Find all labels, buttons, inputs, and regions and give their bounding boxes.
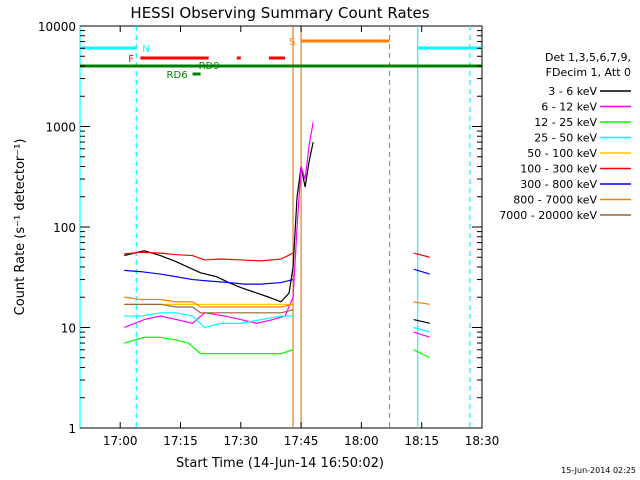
legend-label-2: 12 - 25 keV [534,116,597,129]
legend: Det 1,3,5,6,7,9, FDecim 1, Att 0 3 - 6 k… [499,51,631,222]
flare-label: F [128,54,134,65]
rd9-label: RD9 [199,61,220,72]
plot-frame [79,25,483,429]
x-tick-label-2: 17:30 [224,434,259,448]
series-line-6 [124,269,294,285]
x-tick-label-6: 18:30 [465,434,500,448]
x-tick-label-0: 17:00 [103,434,138,448]
status-bar-layer: N S F RD9 RD6 [80,37,482,81]
series-layer [123,122,431,359]
series-line-2 [124,336,294,355]
legend-label-0: 3 - 6 keV [548,85,597,98]
legend-label-7: 800 - 7000 keV [513,194,597,207]
legend-label-6: 300 - 800 keV [520,178,597,191]
x-tick-label-5: 18:15 [404,434,439,448]
saa-label: S [289,37,295,48]
rd6-label: RD6 [167,70,188,81]
series-line-0 [124,141,314,303]
x-axis-label: Start Time (14-Jun-14 16:50:02) [176,456,384,471]
legend-label-8: 7000 - 20000 keV [499,209,597,222]
vline-layer [79,26,471,428]
chart-title: HESSI Observing Summary Count Rates [130,4,429,22]
series-after-line-3 [413,326,430,333]
series-after-line-1 [413,331,430,338]
y-tick-label-1: 10 [61,322,76,336]
y-tick-label-0: 1 [68,422,76,436]
x-tick-label-4: 18:00 [344,434,379,448]
series-line-3 [124,312,294,329]
series-line-1 [123,122,314,329]
series-after-line-0 [413,318,430,324]
series-line-8 [124,303,294,314]
x-axis-ticks: 17:00 17:15 17:30 17:45 18:00 18:15 18:30 [103,26,499,448]
series-line-7 [124,296,294,308]
legend-label-1: 6 - 12 keV [541,101,597,114]
x-tick-label-3: 17:45 [284,434,319,448]
series-after-line-2 [413,349,431,359]
timestamp: 15-Jun-2014 02:25 [561,466,636,475]
night-label: N [142,44,149,55]
y-tick-label-4: 10000 [38,20,76,34]
y-axis-label: Count Rate (s⁻¹ detector⁻¹) [13,139,28,316]
legend-header-2: FDecim 1, Att 0 [546,66,631,79]
legend-label-5: 100 - 300 keV [520,163,597,176]
series-after-line-5 [413,268,430,275]
y-tick-label-2: 100 [53,221,76,235]
series-line-5 [124,251,294,262]
x-tick-label-1: 17:15 [163,434,198,448]
series-after-line-6 [413,301,430,305]
legend-label-4: 50 - 100 keV [527,147,597,160]
y-axis-ticks: 1 10 100 1000 10000 [38,20,482,436]
series-after-line-4 [413,252,430,258]
legend-header-1: Det 1,3,5,6,7,9, [545,51,631,64]
y-tick-label-3: 1000 [45,121,76,135]
legend-label-3: 25 - 50 keV [534,132,597,145]
